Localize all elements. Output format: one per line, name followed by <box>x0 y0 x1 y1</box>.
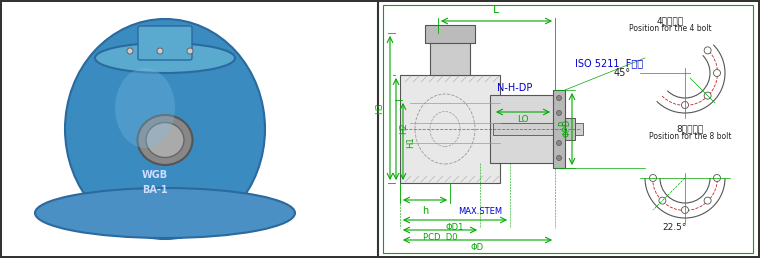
Text: WGB: WGB <box>142 170 168 180</box>
Ellipse shape <box>115 68 175 148</box>
FancyBboxPatch shape <box>138 26 192 60</box>
Text: ΦD1: ΦD1 <box>446 223 464 232</box>
FancyBboxPatch shape <box>555 118 575 140</box>
Circle shape <box>556 141 562 146</box>
Text: Position for the 4 bolt: Position for the 4 bolt <box>629 24 711 33</box>
Text: ΦPD: ΦPD <box>563 119 572 137</box>
Text: H1: H1 <box>406 136 415 148</box>
Circle shape <box>704 47 711 54</box>
Circle shape <box>157 48 163 54</box>
Text: 22.5°: 22.5° <box>663 223 687 232</box>
Text: LO: LO <box>518 115 529 124</box>
FancyBboxPatch shape <box>430 33 470 75</box>
Circle shape <box>556 95 562 101</box>
Circle shape <box>659 197 666 204</box>
Circle shape <box>714 69 720 77</box>
Circle shape <box>704 197 711 204</box>
Bar <box>379 2 758 256</box>
FancyBboxPatch shape <box>400 75 500 183</box>
Circle shape <box>714 174 720 181</box>
Circle shape <box>682 206 689 214</box>
Ellipse shape <box>146 123 184 157</box>
Text: L: L <box>493 5 499 15</box>
Text: H2: H2 <box>399 122 408 134</box>
Text: ISO 5211  F接盘: ISO 5211 F接盘 <box>575 58 643 68</box>
Text: 45°: 45° <box>614 68 631 78</box>
Text: 4个孔位置: 4个孔位置 <box>657 16 683 25</box>
Circle shape <box>704 92 711 99</box>
Ellipse shape <box>65 19 265 239</box>
Text: ΦD: ΦD <box>470 243 483 252</box>
FancyBboxPatch shape <box>425 25 475 43</box>
Text: P: P <box>558 120 567 126</box>
Text: Position for the 8 bolt: Position for the 8 bolt <box>649 132 731 141</box>
Circle shape <box>556 156 562 160</box>
Ellipse shape <box>138 115 192 165</box>
FancyBboxPatch shape <box>490 95 555 163</box>
Circle shape <box>187 48 193 54</box>
Text: N-H-DP: N-H-DP <box>497 83 533 93</box>
Circle shape <box>127 48 133 54</box>
Bar <box>553 90 565 168</box>
Text: BA-1: BA-1 <box>142 185 168 195</box>
Text: MAX.STEM: MAX.STEM <box>458 206 502 215</box>
Text: H3: H3 <box>375 102 384 114</box>
Bar <box>2 2 377 256</box>
Ellipse shape <box>95 43 235 73</box>
Text: PCD  D0: PCD D0 <box>423 233 458 242</box>
Circle shape <box>556 110 562 116</box>
Bar <box>493 123 583 135</box>
Circle shape <box>682 101 689 109</box>
Circle shape <box>650 174 657 181</box>
Text: 8个孔位置: 8个孔位置 <box>676 124 704 133</box>
Ellipse shape <box>35 188 295 238</box>
Text: h: h <box>422 206 428 216</box>
